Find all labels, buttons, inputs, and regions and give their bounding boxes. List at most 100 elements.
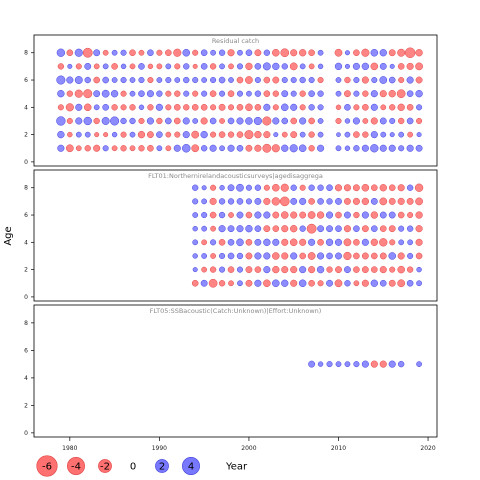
residual-bubble — [299, 197, 307, 205]
residual-bubble — [120, 90, 127, 97]
residual-bubble — [103, 132, 109, 138]
residual-bubble — [343, 225, 351, 233]
residual-bubble — [67, 131, 73, 138]
residual-bubble — [379, 360, 387, 368]
y-tick-label: 4 — [24, 104, 28, 111]
residual-bubble — [398, 76, 405, 84]
residual-bubble — [406, 76, 414, 84]
residual-bubble — [335, 90, 342, 97]
residual-bubble — [201, 225, 208, 232]
residual-bubble — [191, 130, 200, 139]
residual-bubble — [317, 118, 324, 124]
legend-bubble — [67, 457, 85, 475]
residual-bubble — [316, 265, 325, 274]
residual-bubble — [380, 104, 387, 111]
residual-bubble — [371, 252, 378, 260]
residual-bubble — [389, 132, 395, 138]
residual-bubble — [208, 278, 218, 288]
residual-bubble — [290, 184, 297, 191]
residual-bubble — [353, 361, 360, 368]
residual-bubble — [307, 211, 316, 219]
residual-bubble — [245, 62, 253, 71]
residual-bubble — [218, 280, 226, 287]
residual-bubble — [65, 103, 74, 112]
residual-bubble — [137, 130, 146, 139]
residual-bubble — [370, 103, 378, 111]
residual-bubble — [165, 104, 172, 111]
residual-bubble — [406, 117, 414, 125]
residual-bubble — [227, 239, 235, 246]
residual-bubble — [388, 49, 396, 57]
residual-bubble — [289, 238, 298, 247]
x-tick-label: 2010 — [331, 445, 346, 452]
residual-bubble — [147, 49, 154, 57]
residual-bubble — [111, 77, 118, 83]
residual-bubble — [156, 49, 163, 56]
x-tick-label: 2000 — [241, 445, 256, 452]
residual-bubble — [361, 48, 370, 57]
residual-bubble — [406, 197, 414, 205]
residual-bubble — [353, 280, 360, 287]
residual-bubble — [254, 63, 262, 70]
residual-bubble — [406, 144, 414, 152]
residual-bubble — [272, 238, 280, 246]
residual-bubble — [361, 144, 369, 152]
residual-bubble — [219, 266, 226, 273]
residual-bubble — [192, 76, 199, 84]
residual-bubble — [254, 238, 262, 246]
residual-bubble — [129, 104, 136, 111]
residual-bubble — [370, 211, 378, 219]
residual-bubble — [165, 76, 172, 84]
residual-bubble — [273, 132, 279, 138]
residual-bubble — [245, 225, 253, 233]
residual-bubble — [111, 63, 118, 70]
residual-bubble — [165, 90, 172, 97]
residual-bubble — [272, 90, 279, 97]
residual-bubble — [120, 131, 127, 138]
residual-bubble — [326, 225, 333, 233]
residual-bubble — [111, 49, 118, 56]
residual-bubble — [174, 90, 181, 97]
residual-bubble — [227, 131, 235, 138]
residual-bubble — [227, 266, 235, 273]
residual-bubble — [290, 103, 298, 111]
residual-bubble — [317, 280, 324, 287]
residual-bubble — [281, 63, 288, 70]
residual-bubble — [120, 76, 127, 84]
residual-bubble — [84, 145, 91, 152]
residual-bubble — [308, 104, 315, 111]
residual-bubble — [253, 116, 262, 126]
residual-bubble — [263, 211, 271, 219]
residual-bubble — [201, 77, 208, 83]
residual-bubble — [343, 238, 352, 247]
residual-bubble — [272, 104, 279, 111]
residual-bubble — [200, 49, 208, 57]
residual-bubble — [228, 280, 234, 287]
residual-bubble — [245, 144, 253, 152]
residual-bubble — [335, 266, 342, 274]
residual-bubble — [344, 76, 351, 84]
residual-bubble — [398, 131, 405, 138]
residual-bubble — [74, 48, 83, 57]
residual-bubble — [398, 360, 405, 368]
residual-bubble — [308, 266, 316, 274]
residual-bubble — [290, 252, 298, 260]
residual-bubble — [101, 116, 110, 125]
residual-bubble — [138, 63, 145, 70]
residual-bubble — [281, 131, 288, 138]
residual-bubble — [218, 211, 226, 219]
residual-bubble — [397, 252, 405, 260]
residual-bubble — [129, 63, 136, 70]
residual-bubble — [388, 225, 396, 233]
residual-bubble — [56, 75, 66, 85]
residual-bubble — [218, 49, 226, 56]
legend-label: -4 — [71, 462, 81, 473]
residual-bubble — [210, 76, 217, 84]
residual-bubble — [344, 104, 351, 111]
residual-bubble — [335, 197, 342, 205]
residual-bubble — [398, 239, 405, 246]
residual-bubble — [147, 63, 154, 70]
residual-bubble — [210, 225, 216, 232]
residual-bubble — [111, 104, 118, 111]
residual-bubble — [245, 239, 253, 246]
